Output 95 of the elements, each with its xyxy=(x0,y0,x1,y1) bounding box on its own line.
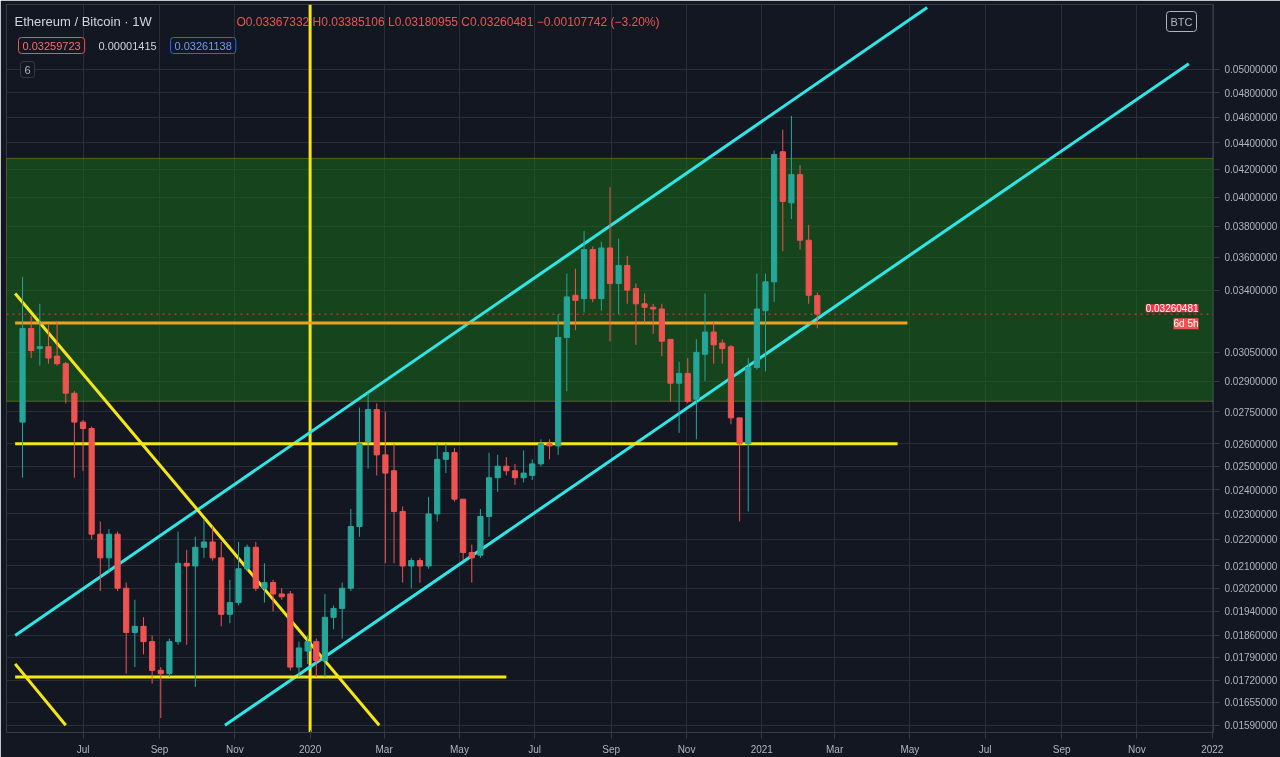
text: Ethereum / Bitcoin · 1W xyxy=(14,14,153,29)
candlestick xyxy=(36,303,43,367)
y-tick-label: 0.02750000 xyxy=(1224,406,1278,418)
y-tick-label: 0.01790000 xyxy=(1224,652,1278,664)
x-tick-label: Mar xyxy=(375,743,394,755)
x-tick-label: 2021 xyxy=(750,743,774,755)
annotation: 0.03261138 xyxy=(174,39,232,52)
candlestick xyxy=(615,238,622,315)
candlestick xyxy=(511,463,519,486)
y-tick-label: 0.03800000 xyxy=(1224,221,1278,233)
ref-line-label: 0.03260481 xyxy=(1145,303,1199,315)
y-tick-label: 0.01940000 xyxy=(1224,606,1278,618)
candlestick xyxy=(520,449,527,483)
candlestick xyxy=(719,338,726,365)
y-tick-label: 0.02200000 xyxy=(1224,534,1278,546)
candlestick xyxy=(192,536,199,688)
candlestick xyxy=(529,458,536,481)
y-tick-label: 0.02100000 xyxy=(1224,560,1278,572)
y-tick-label: 0.01860000 xyxy=(1224,630,1278,642)
annotation: O0.03367332 H0.03385106 L0.03180955 C0.03260481 −0.00107742 (−3.20%) xyxy=(236,14,660,29)
candlestick xyxy=(105,528,113,572)
y-tick-label: 0.04200000 xyxy=(1224,164,1278,176)
y-tick-label: 0.01655000 xyxy=(1224,697,1278,709)
candlestick xyxy=(641,293,648,324)
candlestick xyxy=(650,303,657,335)
x-tick-label: 2022 xyxy=(1201,743,1224,755)
candlestick xyxy=(494,454,501,493)
annotation: 0.03259723 xyxy=(22,39,81,52)
candlestick xyxy=(269,579,277,612)
annotation: 6d 5h xyxy=(1173,318,1199,330)
y-tick-label: 0.02400000 xyxy=(1224,484,1278,496)
candlestick xyxy=(28,315,35,359)
y-tick-label: 0.04600000 xyxy=(1224,112,1278,124)
candlestick xyxy=(79,419,87,472)
x-tick-label: Jul xyxy=(76,743,90,755)
y-tick-label: 0.02020000 xyxy=(1224,583,1278,595)
candlestick xyxy=(710,320,717,365)
y-tick-label: 0.04800000 xyxy=(1224,87,1278,99)
x-tick-label: Sep xyxy=(602,743,621,755)
candlestick xyxy=(54,320,61,367)
candlestick xyxy=(503,456,510,476)
candlestick xyxy=(546,438,553,460)
candlestick xyxy=(244,544,251,572)
x-tick-label: Jul xyxy=(978,743,992,755)
candlestick xyxy=(468,544,475,584)
y-tick-label: 0.03050000 xyxy=(1224,347,1278,359)
candlestick xyxy=(676,361,683,434)
candlestick xyxy=(157,666,164,719)
candlestick xyxy=(814,292,821,329)
candlestick xyxy=(701,293,709,382)
x-tick-label: Nov xyxy=(677,743,696,755)
y-tick-label: 0.03600000 xyxy=(1224,252,1278,264)
candlestick xyxy=(632,282,640,346)
x-tick-label: Sep xyxy=(150,743,169,755)
candlestick xyxy=(537,438,544,467)
y-tick-label: 0.01720000 xyxy=(1224,675,1278,687)
candlestick xyxy=(330,604,337,630)
candlestick xyxy=(97,520,104,592)
x-tick-label: May xyxy=(900,743,920,755)
y-tick-label: 0.02500000 xyxy=(1224,461,1278,473)
x-tick-label: May xyxy=(449,743,469,755)
y-tick-label: 0.01590000 xyxy=(1224,720,1278,732)
candlestick xyxy=(183,549,190,646)
candlestick xyxy=(416,557,424,584)
y-tick-label: 0.02300000 xyxy=(1224,508,1278,520)
x-tick-label: Nov xyxy=(225,743,244,755)
candlestick xyxy=(226,579,233,624)
annotation: 6 xyxy=(24,63,31,76)
y-tick-label: 0.02900000 xyxy=(1224,376,1278,388)
candlestick xyxy=(261,562,268,604)
x-tick-label: Jul xyxy=(528,743,542,755)
candlestick xyxy=(131,599,138,668)
candlestick xyxy=(572,268,579,331)
y-tick-label: 0.05000000 xyxy=(1224,64,1278,76)
annotation: BTC xyxy=(1170,15,1193,28)
candlestick xyxy=(382,411,389,564)
annotation: 0.00001415 xyxy=(98,39,157,52)
x-tick-label: Mar xyxy=(826,743,844,755)
candlestick xyxy=(408,557,415,589)
candlestick xyxy=(304,634,311,665)
x-tick-label: 2020 xyxy=(298,743,322,755)
candlestick xyxy=(140,616,147,655)
y-tick-label: 0.04400000 xyxy=(1224,137,1278,149)
candlestick xyxy=(209,526,216,562)
candlestick xyxy=(295,641,303,678)
candlestick xyxy=(442,443,449,474)
y-tick-label: 0.04000000 xyxy=(1224,192,1278,204)
candlestick xyxy=(339,582,346,640)
x-tick-label: Sep xyxy=(1052,743,1072,755)
candlestick xyxy=(313,638,320,678)
candlestick xyxy=(200,518,208,559)
x-tick-label: Nov xyxy=(1128,743,1146,755)
y-tick-label: 0.03400000 xyxy=(1224,285,1278,297)
y-tick-label: 0.02600000 xyxy=(1224,438,1278,450)
candlestick xyxy=(45,324,52,365)
